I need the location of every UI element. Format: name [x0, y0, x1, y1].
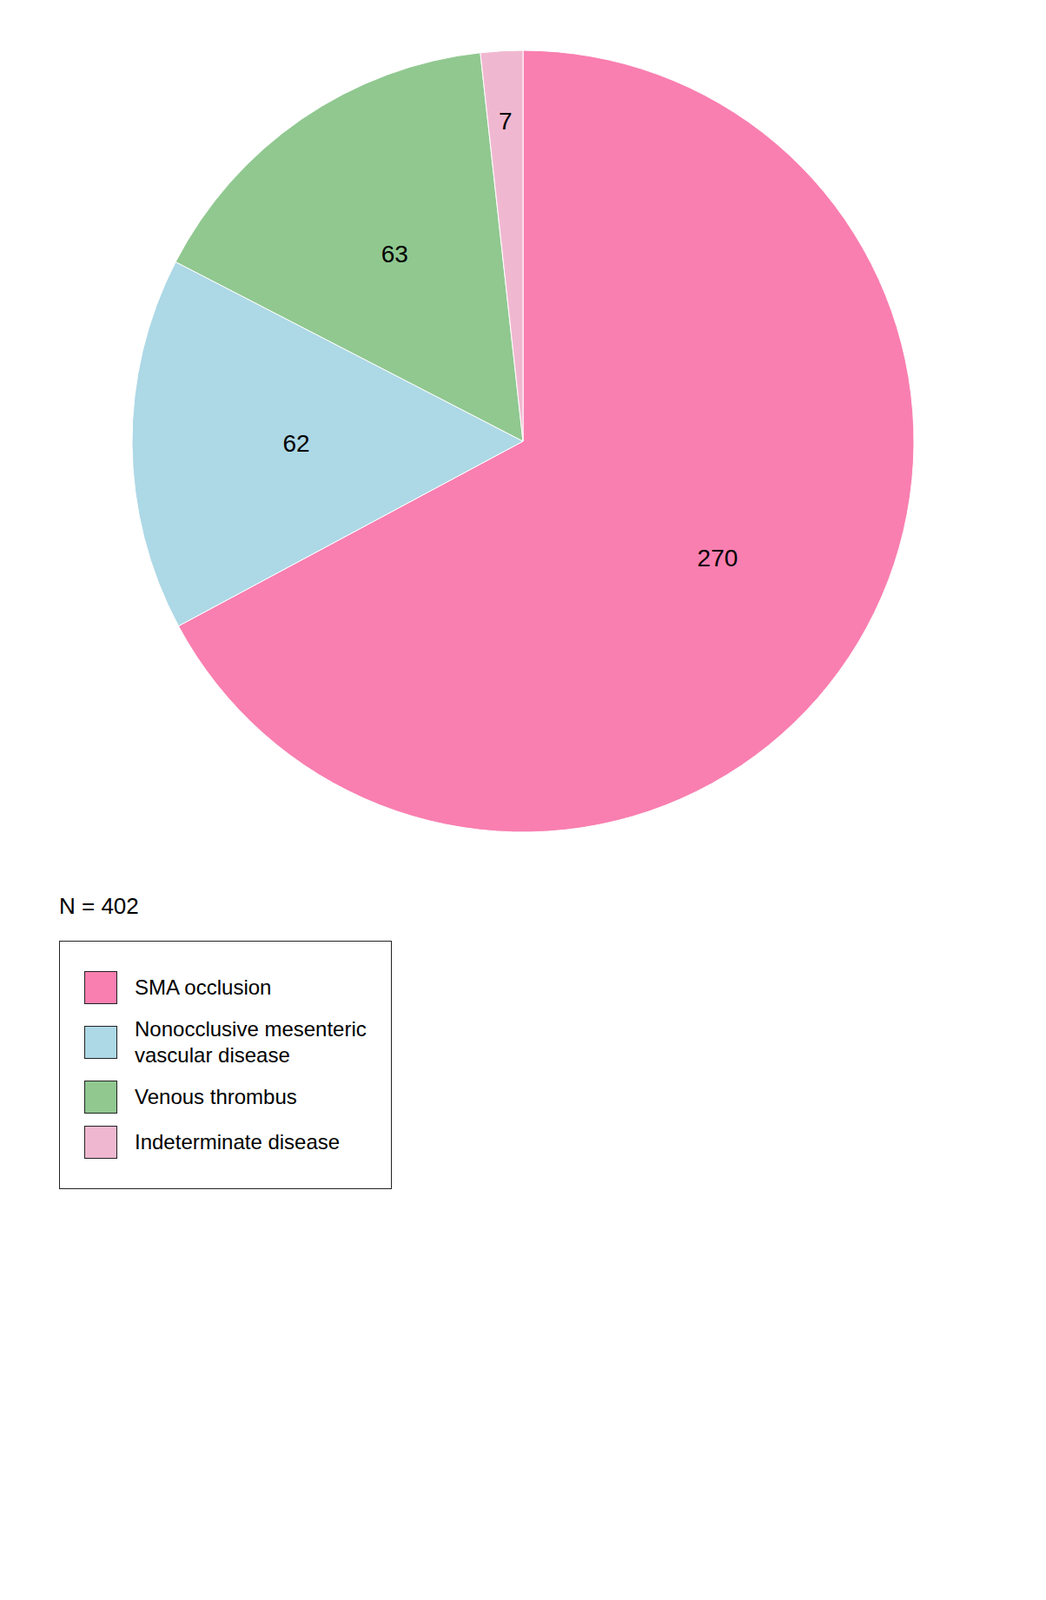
html-text:Venous thrombus: Venous thrombus	[134, 1085, 297, 1109]
svg-text:62: 62	[282, 430, 310, 457]
html-text:Indeterminate disease: Indeterminate disease	[134, 1130, 340, 1154]
svg-text:7: 7	[498, 107, 513, 135]
svg-text:270: 270	[697, 544, 739, 572]
html-text:SMA occlusion: SMA occlusion	[134, 975, 272, 1000]
html-text:N = 402: N = 402	[59, 893, 139, 920]
svg-text:63: 63	[381, 240, 409, 268]
html-text:Nonocclusive mesenteric vascul: Nonocclusive mesenteric vascular disease	[134, 1017, 367, 1067]
